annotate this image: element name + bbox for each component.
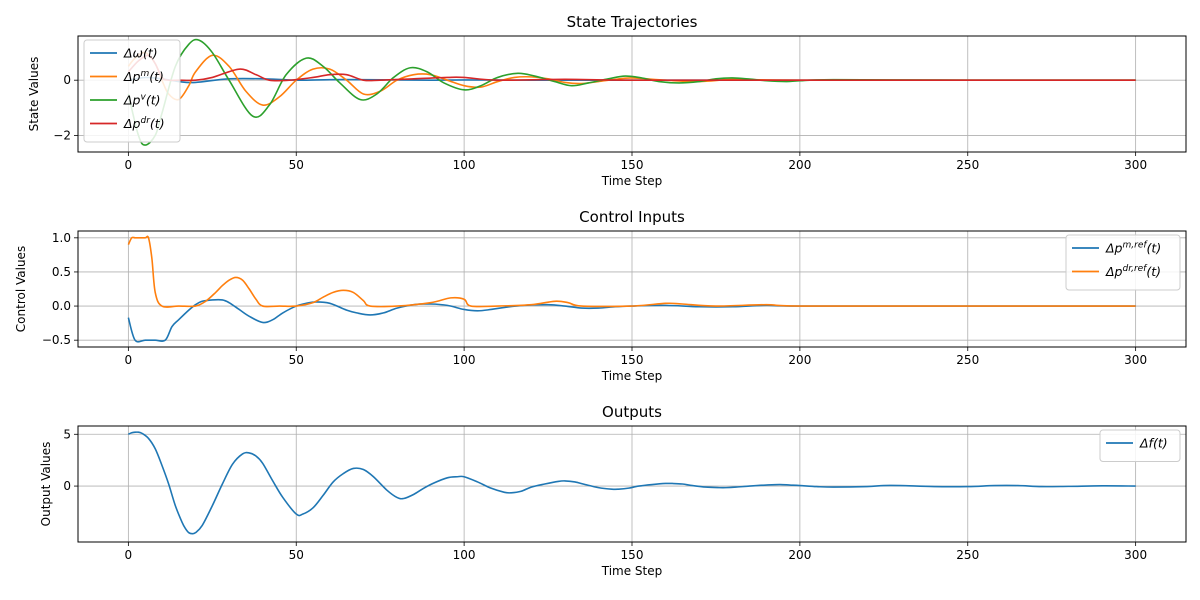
series-line-2 <box>127 235 1136 308</box>
y-tick-label: 5 <box>63 427 71 441</box>
x-tick-label: 0 <box>125 158 133 172</box>
x-tick-label: 250 <box>956 158 979 172</box>
y-tick-label: 0.0 <box>52 299 71 313</box>
x-tick-label: 300 <box>1124 548 1147 562</box>
legend-entry: Δpdr,ref(t) <box>1105 264 1161 279</box>
x-tick-label: 150 <box>621 158 644 172</box>
legend-entry: Δpdr(t) <box>123 116 165 131</box>
x-tick-label: 0 <box>125 548 133 562</box>
panel-title: Control Inputs <box>579 208 685 226</box>
panel-1: 0 50 100 150 200 250 300 −2 0 State Trajectories T… <box>27 13 1187 188</box>
x-tick-label: 150 <box>621 548 644 562</box>
x-tick-label: 100 <box>453 158 476 172</box>
y-tick-label: 1.0 <box>52 231 71 245</box>
y-axis-label: Output Values <box>39 442 53 527</box>
x-tick-label: 250 <box>956 353 979 367</box>
legend-entry: Δω(t) <box>123 46 158 61</box>
series-line-1 <box>128 431 1136 535</box>
x-tick-label: 300 <box>1124 353 1147 367</box>
legend-entry: Δf(t) <box>1139 436 1168 451</box>
x-tick-label: 300 <box>1124 158 1147 172</box>
x-tick-label: 50 <box>289 548 304 562</box>
x-tick-label: 200 <box>788 353 811 367</box>
y-tick-label: −2 <box>53 128 71 142</box>
panel-title: State Trajectories <box>567 13 698 31</box>
y-tick-label: 0 <box>63 479 71 493</box>
x-tick-label: 100 <box>453 548 476 562</box>
legend: Δpm,ref(t) Δpdr,ref(t) <box>1065 234 1181 291</box>
y-tick-label: 0.5 <box>52 265 71 279</box>
x-tick-label: 50 <box>289 353 304 367</box>
panel-title: Outputs <box>602 403 662 421</box>
x-axis-label: Time Step <box>601 174 663 188</box>
legend-box <box>83 39 181 143</box>
legend-entry: Δpm(t) <box>123 69 164 84</box>
legend-entry: Δpv(t) <box>123 93 160 108</box>
y-tick-label: −0.5 <box>42 333 71 347</box>
legend: Δf(t) <box>1099 429 1181 462</box>
x-tick-label: 100 <box>453 353 476 367</box>
y-tick-label: 0 <box>63 73 71 87</box>
x-tick-label: 200 <box>788 548 811 562</box>
x-axis-label: Time Step <box>601 369 663 383</box>
x-tick-label: 50 <box>289 158 304 172</box>
y-axis-label: Control Values <box>14 246 28 332</box>
x-tick-label: 250 <box>956 548 979 562</box>
panel-3: 0 50 100 150 200 250 300 0 5 Outputs Time Step Outp… <box>39 403 1187 578</box>
legend-box <box>1099 429 1181 462</box>
series-line-3 <box>127 38 1136 146</box>
panel-2: 0 50 100 150 200 250 300 −0.5 0.0 0.5 1.0 Control I… <box>14 208 1187 383</box>
x-tick-label: 0 <box>125 353 133 367</box>
y-axis-label: State Values <box>27 57 41 132</box>
x-tick-label: 200 <box>788 158 811 172</box>
legend: Δω(t) Δpm(t) Δpv(t) Δpdr(t) <box>83 39 181 143</box>
x-axis-label: Time Step <box>601 564 663 578</box>
x-tick-label: 150 <box>621 353 644 367</box>
legend-entry: Δpm,ref(t) <box>1105 241 1161 256</box>
